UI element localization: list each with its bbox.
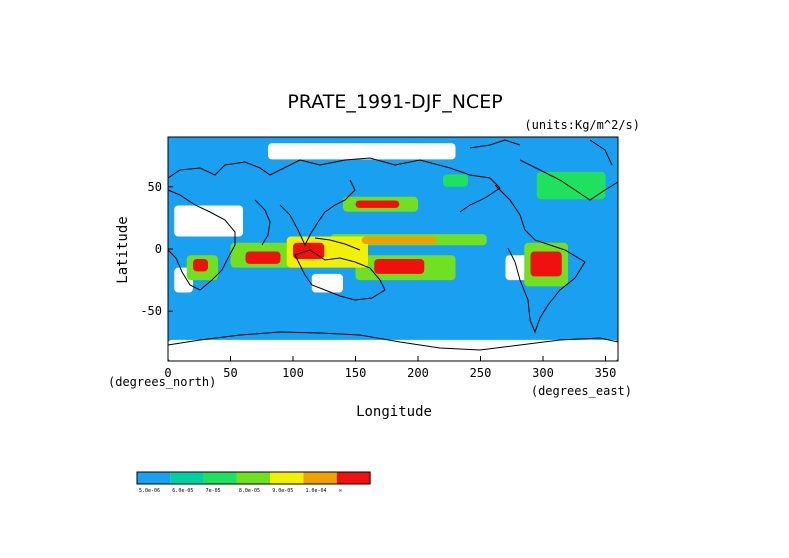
legend-swatch xyxy=(170,472,204,484)
x-tick-label: 50 xyxy=(223,366,237,380)
precip-region xyxy=(530,251,562,277)
precip-region xyxy=(361,236,437,245)
legend-label: 1.0e-04 xyxy=(306,488,327,494)
missing-region xyxy=(311,273,343,293)
x-axis: 0 50 100 150 200 250 300 350 xyxy=(164,356,616,380)
x-tick-label: 250 xyxy=(470,366,492,380)
legend-label: 8.0e-05 xyxy=(239,488,260,494)
missing-region xyxy=(174,205,243,237)
y-axis-title: Latitude xyxy=(115,216,131,283)
missing-region xyxy=(268,143,456,160)
y-axis: -50 0 50 xyxy=(140,180,173,318)
legend-label: 5.0e-06 xyxy=(139,488,160,494)
units-label: (units:Kg/m^2/s) xyxy=(524,118,640,132)
coastlines xyxy=(167,139,619,351)
x-tick-label: 0 xyxy=(164,366,171,380)
legend-swatch xyxy=(236,472,271,484)
x-axis-title: Longitude xyxy=(356,404,432,420)
y-tick-label: -50 xyxy=(140,304,162,318)
chart-title: PRATE_1991-DJF_NCEP xyxy=(287,91,502,113)
precip-region xyxy=(536,171,606,200)
x-tick-label: 100 xyxy=(282,366,304,380)
x-tick-label: 300 xyxy=(532,366,554,380)
precip-region xyxy=(245,251,281,264)
legend-label: ∞ xyxy=(339,488,342,494)
x-tick-label: 200 xyxy=(407,366,429,380)
legend-swatch xyxy=(270,472,304,484)
precip-region xyxy=(355,200,400,208)
x-tick-label: 150 xyxy=(345,366,367,380)
legend-label: 9.0e-05 xyxy=(272,488,293,494)
plot-area xyxy=(167,136,619,362)
precip-region xyxy=(443,174,468,187)
precip-region xyxy=(374,258,425,274)
y-tick-label: 50 xyxy=(148,180,162,194)
legend-label: 7e-05 xyxy=(206,488,221,494)
legend-swatch xyxy=(203,472,237,484)
legend-label: 6.0e-05 xyxy=(172,488,193,494)
x-units-label: (degrees_east) xyxy=(531,384,632,398)
legend-swatch xyxy=(336,472,371,484)
y-units-label: (degrees_north) xyxy=(108,375,216,389)
legend-swatch xyxy=(303,472,337,484)
y-tick-label: 0 xyxy=(155,242,162,256)
x-tick-label: 350 xyxy=(595,366,617,380)
colorbar-legend: 5.0e-06 6.0e-05 7e-05 8.0e-05 9.0e-05 1.0e-04… xyxy=(136,471,371,494)
precip-region xyxy=(193,258,208,272)
legend-swatch xyxy=(137,472,171,484)
legend-frame xyxy=(136,471,371,485)
missing-region xyxy=(168,339,618,361)
